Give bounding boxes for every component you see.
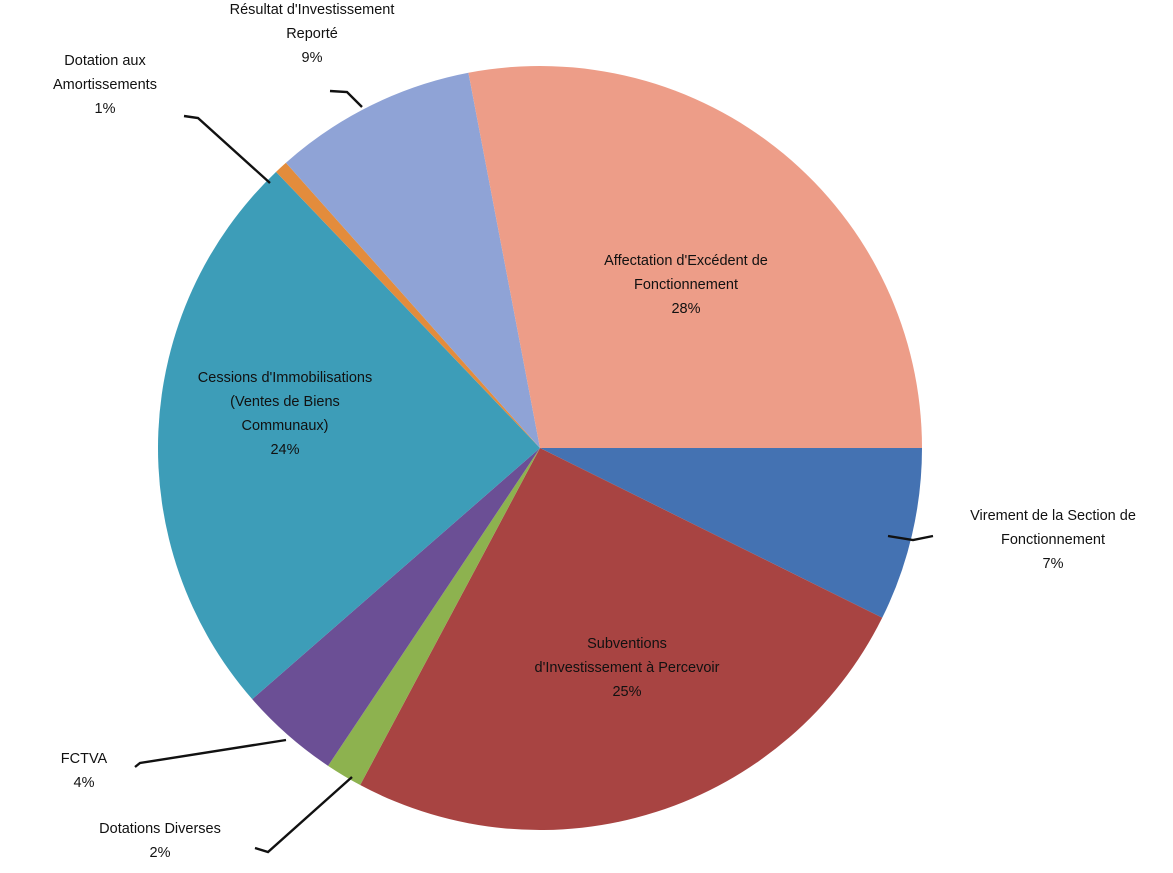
leader-line-3 [134, 738, 287, 768]
slice-label-2: Dotations Diverses 2% [99, 821, 221, 861]
slice-labels: Virement de la Section de Fonctionnement 7… [53, 2, 1136, 861]
leader-line-6 [329, 89, 363, 108]
slice-label-line: Cessions d'Immobilisations [198, 370, 372, 386]
pie-slice-5 [276, 162, 540, 449]
slice-percent-3: 4% [74, 775, 95, 791]
slice-label-1: Subventions d'Investissement à Percevoir 2… [535, 636, 720, 700]
slice-label-line: Subventions [587, 636, 667, 652]
leader-line-5 [183, 114, 271, 184]
slice-label-line: Fonctionnement [1001, 532, 1105, 548]
pie-slice-6 [285, 72, 540, 449]
slice-label-line: Dotation aux [64, 53, 146, 69]
slice-label-line: Dotations Diverses [99, 821, 221, 837]
leader-lines [134, 89, 934, 854]
slice-label-line: FCTVA [61, 751, 108, 767]
slice-label-7: Affectation d'Excédent de Fonctionnement 2… [604, 253, 768, 317]
slice-label-line: (Ventes de Biens [230, 394, 340, 410]
pie-slice-3 [252, 448, 540, 766]
slice-percent-7: 28% [671, 301, 700, 317]
slice-percent-4: 24% [270, 442, 299, 458]
slice-label-line: Résultat d'Investissement [230, 2, 395, 18]
pie-slice-7 [468, 66, 922, 449]
slice-percent-1: 25% [612, 684, 641, 700]
slice-label-4: Cessions d'Immobilisations (Ventes de Bie… [198, 370, 372, 458]
slice-percent-6: 9% [302, 50, 323, 66]
slice-percent-0: 7% [1043, 556, 1064, 572]
leader-line-2 [254, 776, 353, 854]
pie-slice-1 [360, 448, 883, 831]
slice-percent-2: 2% [150, 845, 171, 861]
slice-label-line: Communaux) [241, 418, 328, 434]
slice-label-0: Virement de la Section de Fonctionnement 7… [970, 508, 1136, 572]
slice-label-line: Virement de la Section de [970, 508, 1136, 524]
leader-line-0 [887, 534, 934, 542]
pie-slice-0 [540, 448, 922, 618]
slice-label-line: Amortissements [53, 77, 157, 93]
slice-percent-5: 1% [95, 101, 116, 117]
pie-slices [157, 66, 922, 831]
pie-slice-4 [157, 171, 541, 700]
slice-label-line: Reporté [286, 26, 338, 42]
slice-label-3: FCTVA 4% [61, 751, 108, 791]
slice-label-line: d'Investissement à Percevoir [535, 660, 720, 676]
slice-label-6: Résultat d'Investissement Reporté 9% [230, 2, 395, 66]
pie-slice-2 [328, 448, 540, 786]
slice-label-5: Dotation aux Amortissements 1% [53, 53, 157, 117]
slice-label-line: Affectation d'Excédent de [604, 253, 768, 269]
slice-label-line: Fonctionnement [634, 277, 738, 293]
